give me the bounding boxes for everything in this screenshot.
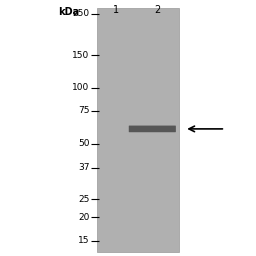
Text: 15: 15 bbox=[78, 236, 90, 245]
Text: 75: 75 bbox=[78, 106, 90, 115]
Bar bbox=[97, 8, 179, 252]
Text: 20: 20 bbox=[78, 213, 90, 222]
FancyBboxPatch shape bbox=[129, 126, 176, 132]
Text: 150: 150 bbox=[72, 50, 90, 60]
Text: 100: 100 bbox=[72, 83, 90, 92]
Text: 25: 25 bbox=[78, 195, 90, 204]
Text: 2: 2 bbox=[154, 5, 161, 15]
Text: kDa: kDa bbox=[59, 7, 80, 17]
Text: 37: 37 bbox=[78, 163, 90, 172]
Text: 250: 250 bbox=[72, 9, 90, 18]
Text: 1: 1 bbox=[113, 5, 120, 15]
Text: 50: 50 bbox=[78, 139, 90, 148]
